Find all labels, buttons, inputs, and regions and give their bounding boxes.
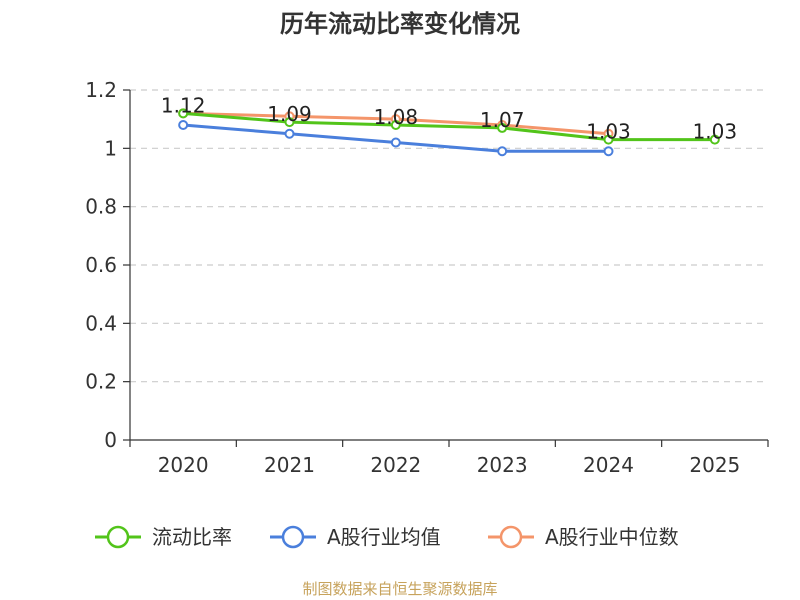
series-layer [178, 108, 720, 157]
series-0 [178, 108, 720, 145]
legend-label: A股行业均值 [327, 525, 441, 549]
data-point[interactable] [603, 146, 614, 157]
data-point[interactable] [497, 146, 508, 157]
y-tick-label: 1 [104, 136, 117, 160]
data-point[interactable] [178, 108, 189, 119]
y-tick-label: 0 [104, 428, 117, 452]
data-point[interactable] [390, 137, 401, 148]
grid-layer [130, 89, 768, 383]
legend-marker-icon [281, 525, 305, 549]
y-tick-label: 0.2 [85, 370, 117, 394]
data-point[interactable] [709, 134, 720, 145]
legend-item[interactable]: A股行业均值 [270, 525, 441, 549]
series-1 [178, 120, 614, 157]
y-tick-label: 1.2 [85, 78, 117, 102]
data-point[interactable] [178, 120, 189, 130]
data-label: 1.09 [267, 102, 312, 126]
legend: 流动比率 A股行业均值 A股行业中位数 [95, 525, 679, 549]
x-tick-label: 2020 [158, 453, 209, 477]
data-label: 1.03 [693, 120, 738, 144]
legend-label: A股行业中位数 [545, 525, 679, 549]
y-tick-label: 0.6 [85, 253, 117, 277]
data-point[interactable] [390, 120, 401, 130]
x-tick-label: 2021 [264, 453, 315, 477]
x-tick-label: 2022 [370, 453, 421, 477]
y-tick-label: 0.8 [85, 195, 117, 219]
data-point[interactable] [284, 117, 295, 128]
data-label: 1.03 [586, 120, 631, 144]
legend-marker-icon [106, 525, 130, 549]
data-label: 1.07 [480, 108, 525, 132]
x-tick-label: 2023 [477, 453, 528, 477]
chart-title: 历年流动比率变化情况 [280, 10, 520, 38]
source-note: 制图数据来自恒生聚源数据库 [302, 580, 497, 598]
data-label: 1.12 [161, 93, 206, 117]
y-tick-label: 0.4 [85, 311, 117, 335]
legend-item[interactable]: 流动比率 [95, 525, 232, 549]
legend-marker-icon [499, 525, 523, 549]
x-tick-label: 2024 [583, 453, 634, 477]
series-line [181, 111, 717, 142]
data-label-layer: 1.12 1.09 1.08 1.07 1.03 1.03 [161, 93, 737, 143]
legend-label: 流动比率 [152, 525, 232, 549]
data-label: 1.08 [374, 105, 419, 129]
data-point[interactable] [497, 122, 508, 133]
data-point[interactable] [284, 128, 295, 139]
axis-layer: 0 0.2 0.4 0.6 0.8 1 1.2 2020 2021 2022 2023 2024 202… [85, 78, 769, 477]
data-point[interactable] [603, 134, 614, 145]
legend-item[interactable]: A股行业中位数 [488, 525, 679, 549]
x-tick-label: 2025 [689, 453, 740, 477]
